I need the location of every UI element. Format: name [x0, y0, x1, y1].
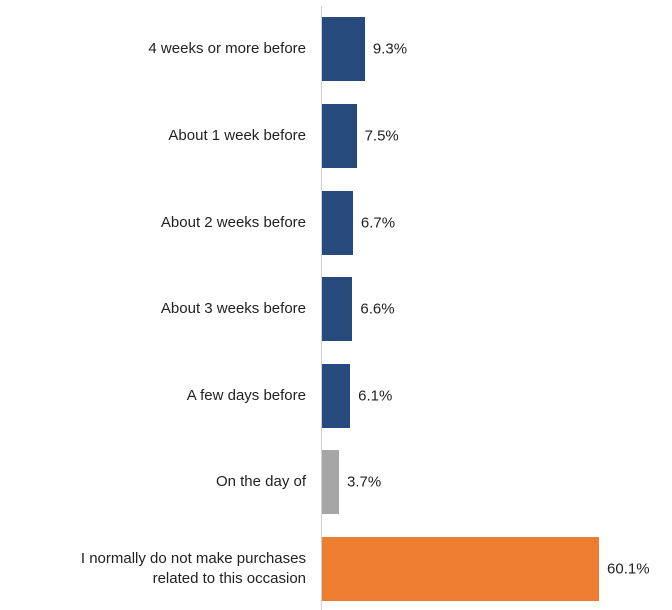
value-label: 6.6%: [360, 300, 395, 318]
bar: [322, 450, 340, 515]
category-label: 4 weeks or more before: [148, 40, 306, 58]
category-label: On the day of: [215, 473, 306, 491]
category-label: About 2 weeks before: [160, 213, 306, 231]
bar: [322, 536, 600, 601]
bar: [322, 190, 353, 255]
bar: [322, 363, 351, 428]
value-label: 6.7%: [360, 214, 396, 231]
category-label: A few days before: [186, 386, 306, 404]
category-label: About 1 week before: [168, 126, 306, 144]
bar: [322, 277, 353, 342]
bar: [322, 103, 357, 168]
category-axis: [321, 6, 322, 610]
value-label: 9.3%: [372, 40, 408, 58]
value-label: 60.1%: [607, 560, 650, 578]
value-label: 3.7%: [347, 473, 382, 491]
category-label: I normally do not make purchases related…: [80, 549, 306, 587]
value-label: 6.1%: [358, 387, 393, 405]
bar: [322, 17, 365, 82]
category-label: About 3 weeks before: [160, 300, 306, 318]
value-label: 7.5%: [364, 127, 399, 145]
